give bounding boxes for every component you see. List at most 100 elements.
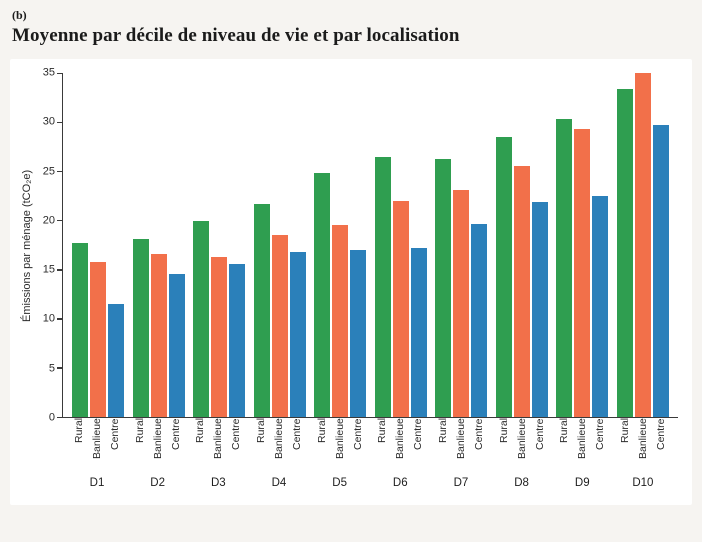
y-tick-label: 35: [42, 66, 55, 79]
y-tick-label: 20: [42, 214, 55, 227]
x-tick-label: Rural: [558, 418, 571, 444]
y-tick-mark: [57, 318, 62, 320]
y-tick-label: 10: [42, 312, 55, 325]
bar-D4-centre: [289, 251, 306, 417]
x-tick-label: Centre: [472, 418, 485, 450]
bar-D9-banlieue: [574, 129, 591, 417]
decile-label-D8: D8: [514, 477, 529, 490]
decile-label-D6: D6: [392, 477, 408, 490]
x-tick-label: Banlieue: [151, 418, 164, 459]
y-tick-label: 25: [42, 165, 55, 178]
decile-label-D9: D9: [574, 477, 590, 490]
x-tick-label: Banlieue: [515, 418, 528, 459]
bar-D8-rural: [495, 136, 512, 417]
y-tick-label: 0: [48, 411, 55, 424]
y-tick-mark: [57, 269, 62, 271]
bar-D7-centre: [471, 224, 488, 417]
bar-D1-banlieue: [90, 261, 106, 417]
y-tick-mark: [57, 220, 62, 222]
bar-D2-rural: [132, 239, 149, 417]
bar-D5-centre: [350, 249, 367, 417]
bar-D5-rural: [314, 173, 331, 417]
bar-group-D8: [495, 73, 548, 417]
bar-D6-banlieue: [392, 200, 409, 417]
bar-group-D1: [72, 73, 124, 417]
x-tick-label: Banlieue: [91, 418, 103, 459]
decile-label-D1: D1: [89, 477, 105, 490]
x-tick-label: Rural: [436, 418, 449, 444]
decile-label-D3: D3: [210, 477, 226, 490]
x-label-cell-D8: Rural Banlieue Centre: [496, 418, 548, 477]
bar-group-D2: [132, 73, 185, 417]
x-tick-label: Rural: [497, 418, 510, 444]
bar-group-D9: [556, 73, 609, 417]
y-tick-mark: [57, 367, 62, 369]
bar-group-D4: [253, 73, 306, 417]
bar-D7-banlieue: [453, 189, 470, 417]
x-tick-label: Banlieue: [576, 418, 589, 459]
decile-label-D7: D7: [453, 477, 469, 490]
x-label-cell-D6: Rural Banlieue Centre: [374, 418, 426, 477]
chart-panel: Émissions par ménage (tCO₂e) 0 5 10 15 20 25 3…: [10, 59, 692, 505]
x-label-cell-D10: Rural Banlieue Centre: [617, 418, 669, 477]
x-label-cell-D2: Rural Banlieue Centre: [132, 418, 184, 477]
bar-D2-banlieue: [150, 253, 167, 417]
bar-D6-centre: [410, 247, 427, 417]
bar-D4-rural: [253, 203, 270, 417]
bar-D9-centre: [592, 195, 609, 417]
bar-groups: [63, 73, 678, 417]
x-tick-label: Rural: [73, 418, 85, 444]
x-tick-label: Rural: [254, 418, 267, 444]
x-tick-label: Centre: [412, 418, 425, 450]
bar-group-D10: [616, 73, 669, 417]
bar-D1-rural: [72, 243, 88, 417]
x-axis-series-labels: Rural Banlieue Centre Rural Banlieue Centre Ru…: [62, 418, 678, 477]
x-tick-label: Rural: [376, 418, 389, 444]
bar-D10-rural: [616, 88, 633, 417]
bar-group-D5: [314, 73, 367, 417]
x-tick-label: Banlieue: [333, 418, 346, 459]
plot-row: 0 5 10 15 20 25 30 35: [36, 67, 678, 423]
bar-D9-rural: [556, 119, 573, 417]
bar-D8-banlieue: [513, 166, 530, 417]
y-tick-mark: [57, 170, 62, 173]
x-tick-label: Centre: [169, 418, 182, 450]
x-tick-label: Banlieue: [212, 418, 225, 459]
x-tick-label: Centre: [351, 418, 364, 450]
x-tick-label: Rural: [194, 418, 207, 444]
plot-area: [57, 72, 678, 418]
y-tick-mark: [57, 416, 62, 418]
x-label-cell-D5: Rural Banlieue Centre: [314, 418, 366, 477]
x-tick-label: Rural: [618, 418, 631, 444]
y-tick-label: 15: [42, 263, 55, 276]
page-title: Moyenne par décile de niveau de vie et p…: [12, 25, 460, 46]
x-tick-label: Banlieue: [272, 418, 285, 459]
x-tick-label: Centre: [109, 418, 121, 450]
bar-D3-banlieue: [211, 256, 228, 417]
bar-D2-centre: [168, 273, 185, 417]
bar-D10-banlieue: [634, 73, 651, 417]
decile-label-D2: D2: [150, 477, 165, 490]
y-tick-label: 30: [42, 115, 55, 128]
x-label-cell-D7: Rural Banlieue Centre: [435, 418, 487, 477]
bar-D4-banlieue: [271, 235, 288, 417]
bar-group-D3: [193, 73, 246, 417]
bar-D3-rural: [193, 221, 210, 417]
x-tick-label: Banlieue: [394, 418, 407, 459]
bar-group-D6: [374, 73, 427, 417]
bar-D10-centre: [652, 125, 669, 417]
decile-label-D4: D4: [271, 477, 287, 490]
panel-label: (b): [12, 8, 27, 22]
y-axis-title: Émissions par ménage (tCO₂e): [21, 169, 33, 322]
x-label-cell-D3: Rural Banlieue Centre: [192, 418, 244, 477]
x-tick-label: Rural: [133, 418, 146, 444]
x-axis-decile-labels: D1 D2 D3 D4 D5 D6 D7 D8 D9 D10: [62, 477, 678, 497]
x-label-cell-D9: Rural Banlieue Centre: [556, 418, 608, 477]
bar-D5-banlieue: [332, 225, 349, 417]
bar-group-D7: [435, 73, 488, 417]
x-tick-label: Centre: [533, 418, 546, 450]
bar-D6-rural: [374, 156, 391, 417]
decile-label-D10: D10: [632, 477, 654, 490]
chart-main: 0 5 10 15 20 25 30 35 Rural Banlieue Centre Rural B…: [36, 67, 678, 497]
x-tick-label: Rural: [315, 418, 328, 444]
